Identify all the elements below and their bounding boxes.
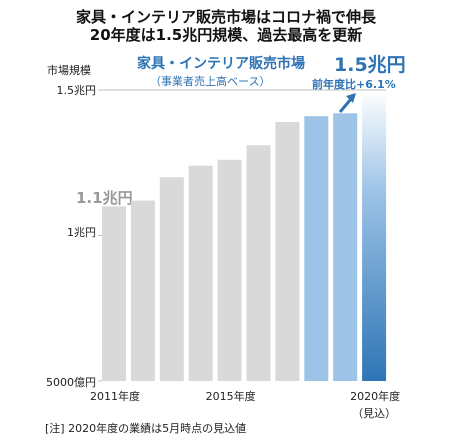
y-tick-label-1.5: 1.5兆円 (56, 84, 97, 97)
bar-2014年度 (188, 165, 213, 381)
bar-2017年度 (275, 122, 300, 381)
end-value-label: 1.5兆円 (334, 54, 406, 76)
bar-group (102, 90, 387, 382)
bar-2013年度 (159, 177, 184, 381)
bar-2018年度 (304, 116, 329, 381)
bar-2019年度 (333, 113, 358, 382)
series-name-label: 家具・インテリア販売市場 (137, 56, 305, 72)
footnote: [注] 2020年度の業績は5月時点の見込値 (45, 422, 247, 435)
bar-2015年度 (217, 159, 242, 381)
bar-2020年度 (362, 90, 387, 381)
chart-title: 家具・インテリア販売市場はコロナ禍で伸長 20年度は1.5兆円規模、過去最高を更… (0, 8, 452, 44)
guide-lines (98, 89, 387, 382)
growth-rate-label: 前年度比+6.1% (312, 78, 396, 91)
x-tick-label-2015年度: 2015年度 (205, 390, 256, 403)
growth-arrow (338, 93, 356, 113)
x-tick-label-2011年度: 2011年度 (90, 390, 140, 403)
growth-arrow-shaft (338, 98, 353, 113)
bar-2011年度 (102, 206, 126, 381)
x-tick-sublabel: （見込） (352, 407, 397, 420)
y-tick-label-0.5: 5000億円 (46, 376, 96, 389)
x-tick-label-2020年度: 2020年度 (350, 390, 401, 403)
chart-title-line-1: 家具・インテリア販売市場はコロナ禍で伸長 (75, 8, 376, 26)
growth-arrow-head (346, 93, 356, 103)
bar-2016年度 (246, 145, 271, 381)
start-value-label: 1.1兆円 (76, 189, 133, 207)
series-note-label: （事業者売上高ベース） (150, 75, 271, 88)
chart-title-line-2: 20年度は1.5兆円規模、過去最高を更新 (89, 26, 363, 44)
y-axis-caption: 市場規模 (47, 64, 91, 77)
bar-2012年度 (130, 200, 155, 381)
y-tick-label-1: 1兆円 (67, 226, 96, 239)
